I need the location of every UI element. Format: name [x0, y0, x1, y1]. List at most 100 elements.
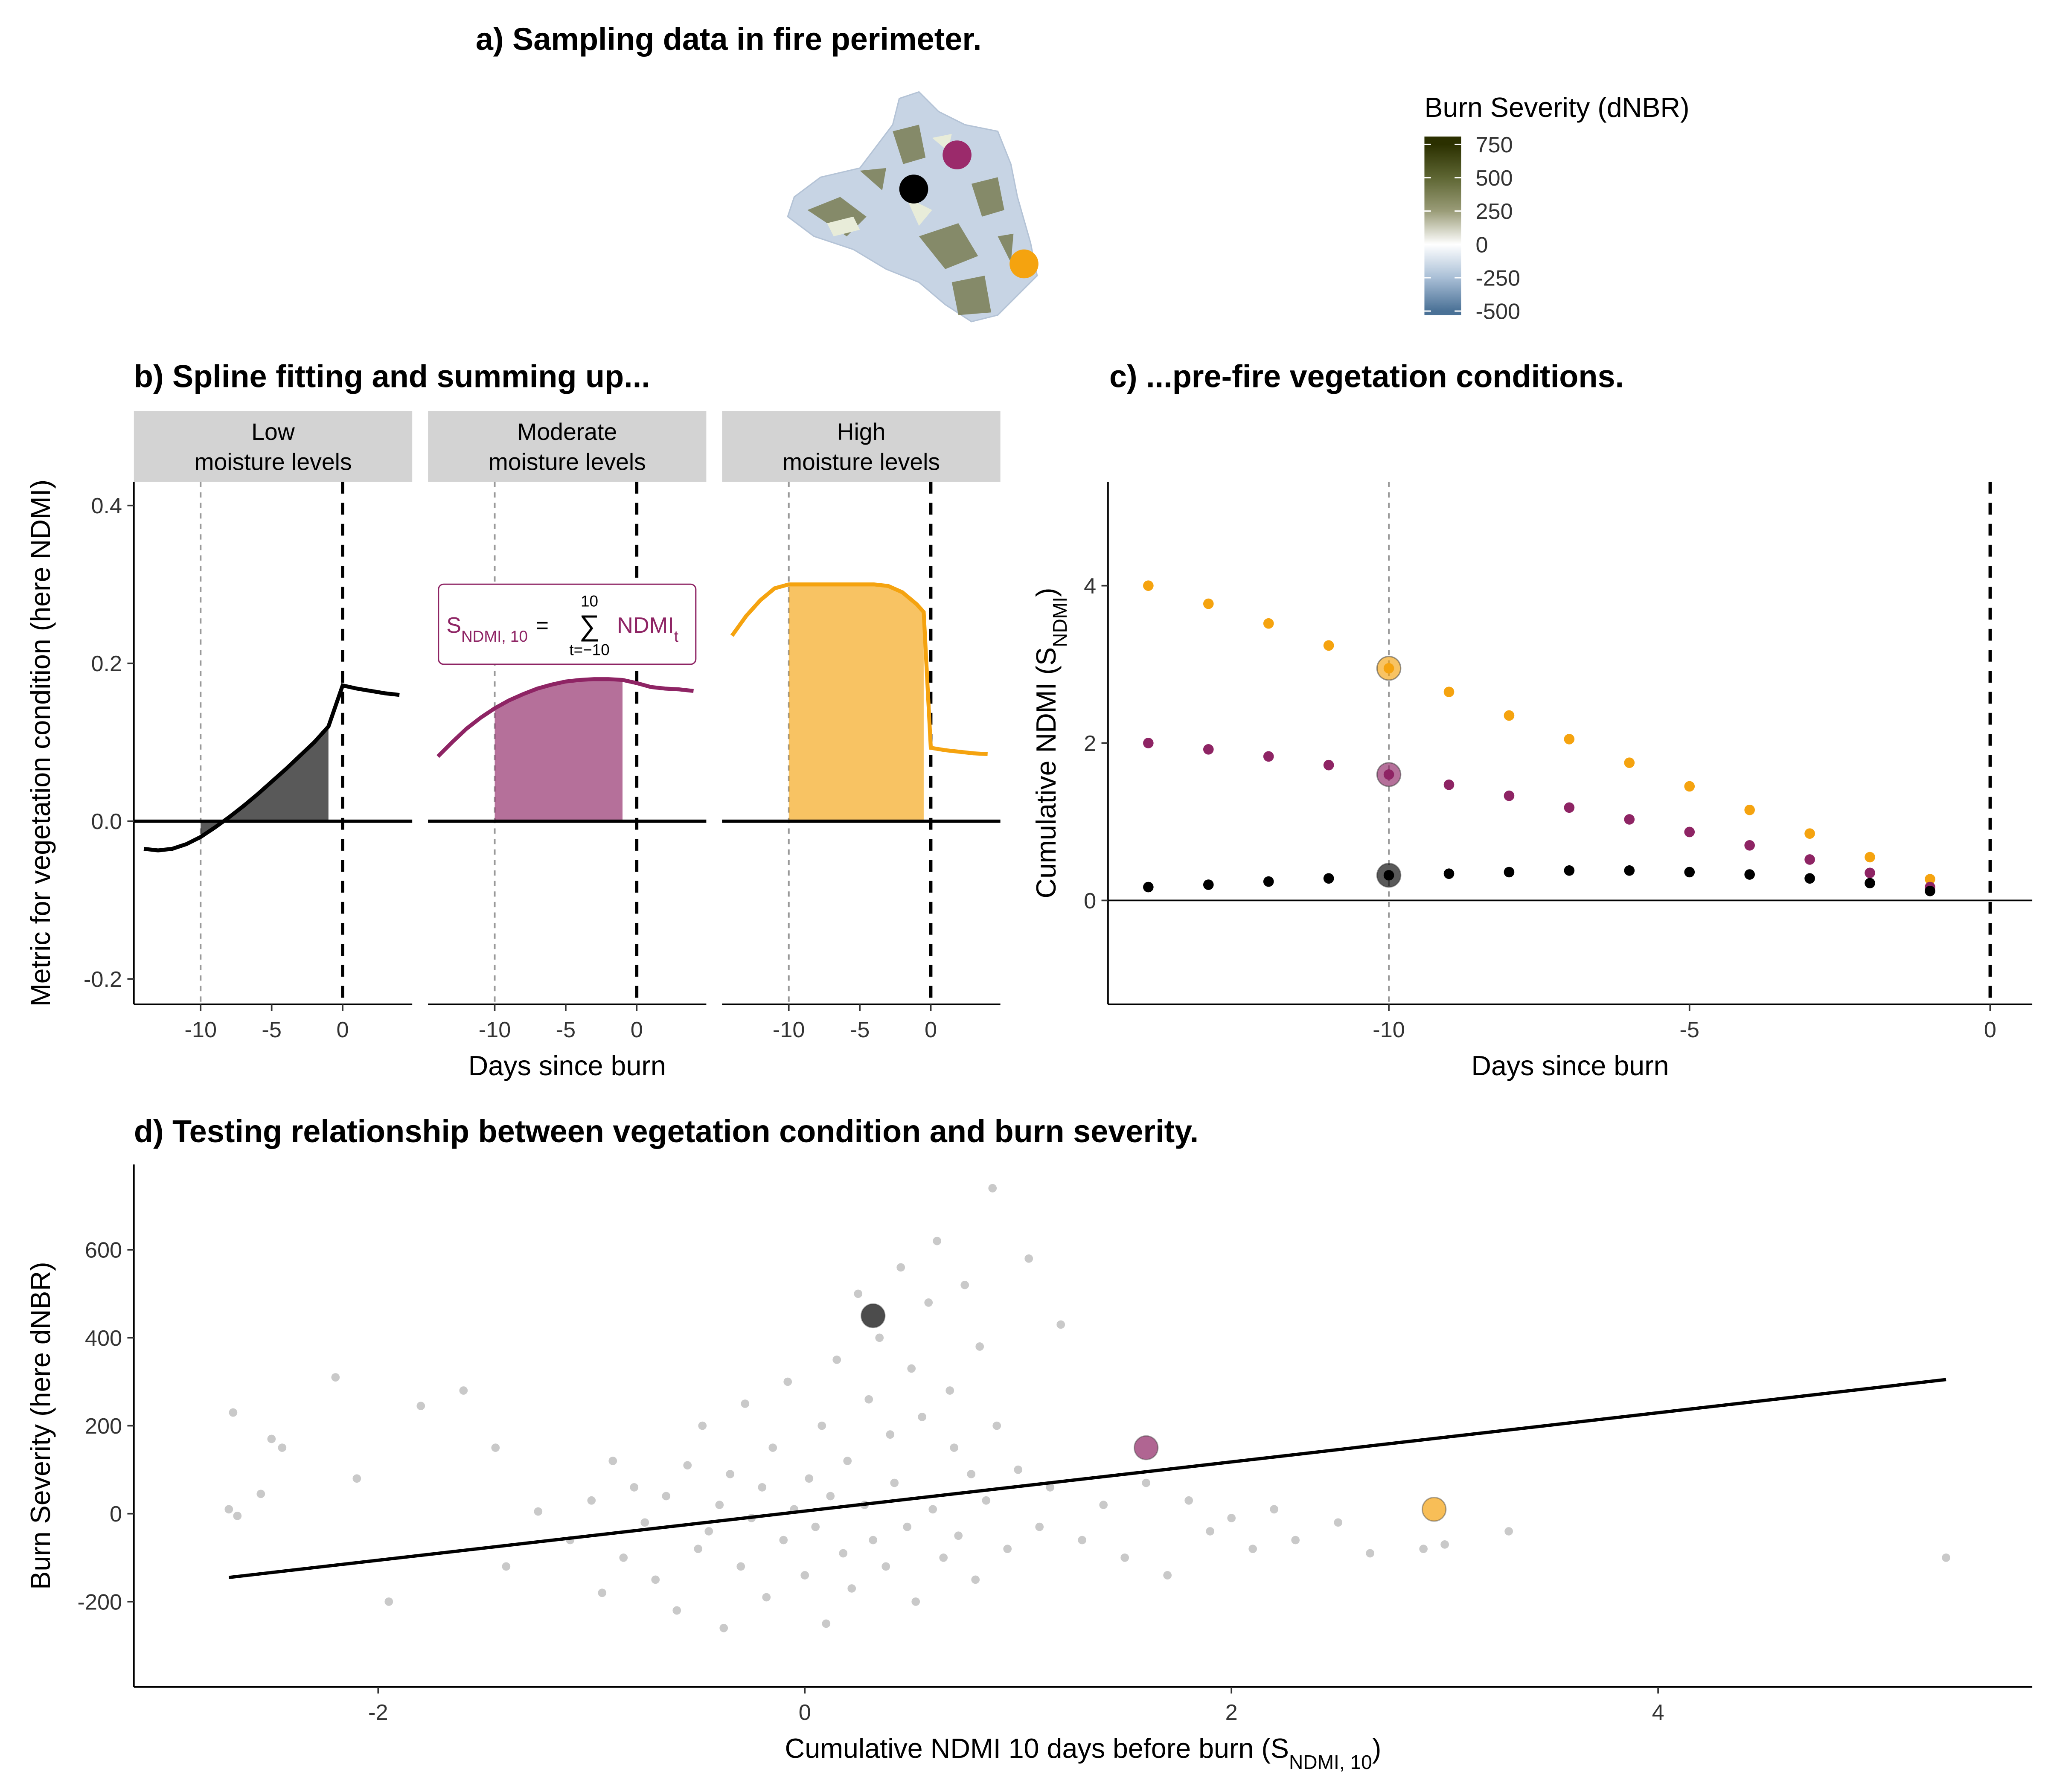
point: [256, 1489, 265, 1498]
point: [1003, 1545, 1012, 1553]
y-tick-label: 200: [85, 1414, 122, 1439]
summed-area: [788, 584, 924, 821]
point: [1291, 1536, 1300, 1545]
point: [1564, 734, 1575, 745]
x-tick-label: -10: [184, 1018, 217, 1042]
x-tick-label: -5: [556, 1018, 576, 1042]
point: [1263, 751, 1274, 762]
point: [1323, 759, 1334, 771]
x-axis-title: Days since burn: [1471, 1050, 1669, 1081]
point: [811, 1522, 820, 1531]
point: [1203, 598, 1214, 609]
point: [1383, 663, 1394, 674]
x-tick-label: 2: [1225, 1700, 1238, 1725]
point: [384, 1597, 393, 1606]
point: [1163, 1571, 1172, 1580]
formula: NDMIt: [617, 613, 678, 645]
y-axis-title: Burn Severity (here dNBR): [25, 1262, 56, 1589]
point: [1248, 1545, 1257, 1553]
map-patch: [827, 134, 952, 236]
sample-marker: [1009, 249, 1039, 279]
point: [1203, 879, 1214, 890]
point: [911, 1597, 920, 1606]
x-tick-label: 0: [631, 1018, 643, 1042]
summed-area: [201, 726, 329, 837]
point: [741, 1399, 750, 1408]
point: [1624, 757, 1635, 768]
y-tick-label: 4: [1084, 574, 1096, 599]
y-tick-label: 400: [85, 1326, 122, 1351]
point: [1504, 710, 1515, 721]
formula-sum: ∑: [579, 610, 599, 642]
y-tick-label: 0: [1084, 889, 1096, 913]
point: [1504, 790, 1515, 801]
point: [1804, 828, 1815, 839]
point: [1046, 1483, 1055, 1492]
point: [1744, 869, 1755, 880]
point: [640, 1518, 649, 1527]
colorbar: [1424, 137, 1461, 315]
y-tick-label: -0.2: [84, 967, 122, 992]
point: [662, 1492, 671, 1501]
point: [982, 1496, 991, 1505]
point: [817, 1421, 826, 1430]
point: [975, 1342, 984, 1351]
summed-area: [495, 679, 623, 821]
formula-sub: t: [674, 628, 678, 645]
point: [534, 1507, 543, 1516]
point: [903, 1522, 912, 1531]
point: [988, 1184, 997, 1193]
point: [1099, 1501, 1108, 1509]
point: [1263, 876, 1274, 887]
point: [875, 1333, 884, 1342]
point: [1440, 1540, 1449, 1549]
point: [694, 1545, 703, 1553]
point: [608, 1457, 617, 1465]
y-tick-label: 600: [85, 1238, 122, 1263]
x-tick-label: 0: [1984, 1018, 1996, 1042]
point: [719, 1623, 728, 1632]
point: [971, 1575, 980, 1584]
formula-upper: 10: [581, 593, 598, 610]
point: [1443, 868, 1455, 879]
y-axis-title-part: ): [1031, 588, 1062, 597]
point: [1925, 885, 1935, 896]
point: [1142, 1478, 1151, 1487]
x-tick-label: -10: [773, 1018, 805, 1042]
x-tick-label: -10: [1373, 1018, 1405, 1042]
highlight-point: [861, 1303, 886, 1329]
point: [1624, 865, 1635, 876]
facet-label: High: [837, 419, 886, 445]
panel-title: a) Sampling data in fire perimeter.: [476, 21, 982, 57]
point: [832, 1356, 841, 1364]
point: [886, 1430, 895, 1439]
fit-line: [228, 1378, 1946, 1579]
x-tick-label: 0: [337, 1018, 349, 1042]
point: [630, 1483, 639, 1492]
x-tick-label: -5: [262, 1018, 282, 1042]
point: [1419, 1545, 1428, 1553]
point: [1942, 1553, 1950, 1562]
point: [698, 1421, 707, 1430]
point: [1227, 1514, 1236, 1522]
point: [1624, 814, 1635, 825]
point: [267, 1434, 276, 1443]
facet-label: moisture levels: [489, 449, 646, 475]
point: [945, 1386, 954, 1395]
point: [1865, 867, 1875, 879]
point: [864, 1395, 873, 1404]
point: [762, 1593, 771, 1602]
point: [704, 1527, 713, 1536]
point: [1443, 687, 1455, 697]
point: [1804, 854, 1815, 865]
point: [726, 1470, 735, 1478]
point: [416, 1402, 425, 1410]
colorbar-label: 0: [1475, 233, 1488, 257]
facet-strip: [428, 411, 707, 482]
x-tick-label: 4: [1652, 1700, 1664, 1725]
colorbar-label: -250: [1475, 266, 1520, 291]
point: [683, 1461, 692, 1470]
point: [1443, 779, 1455, 790]
point: [587, 1496, 596, 1505]
formula-sub: NDMI, 10: [461, 628, 528, 645]
